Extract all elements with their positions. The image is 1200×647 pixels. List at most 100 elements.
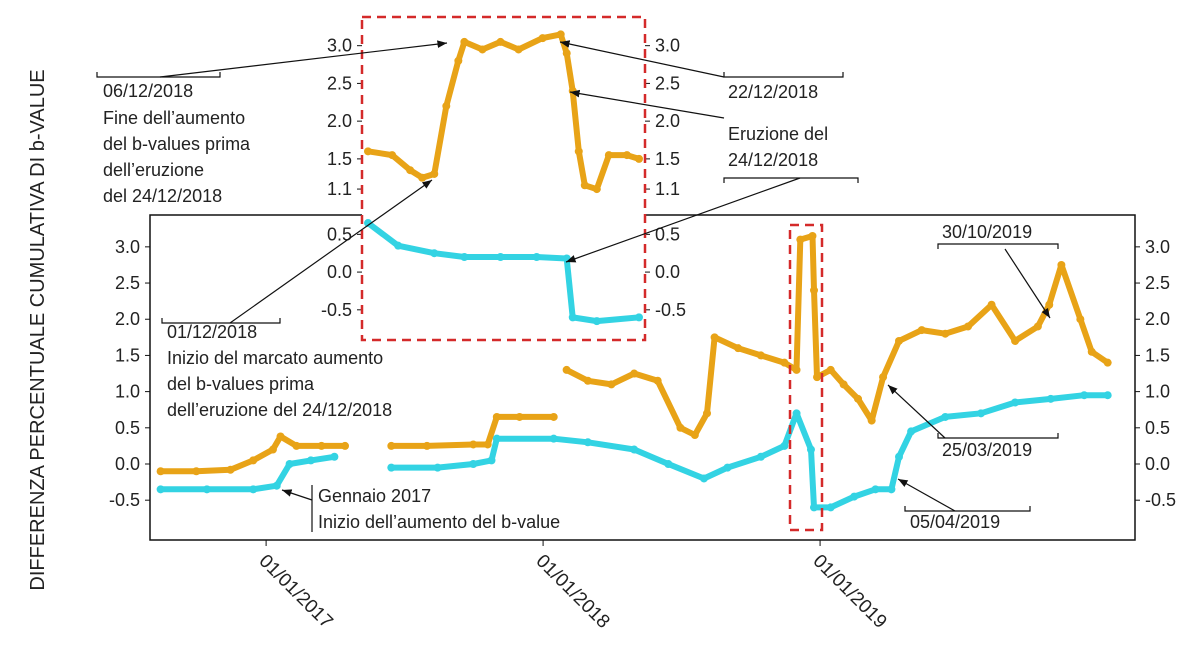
data-point	[792, 365, 801, 374]
data-point	[460, 252, 469, 261]
y-tick-label: 0.0	[655, 262, 680, 282]
data-point	[515, 412, 524, 421]
data-point	[469, 440, 478, 449]
y-tick-label: 3.0	[327, 36, 352, 56]
annotation-arrow	[559, 40, 725, 78]
highlight-box	[788, 223, 824, 532]
data-point	[496, 252, 505, 261]
data-point	[454, 56, 463, 65]
data-point	[556, 30, 565, 39]
data-point	[364, 147, 373, 156]
data-point	[156, 467, 165, 476]
annotation-bracket	[937, 433, 1059, 439]
annotation-text: 30/10/2019	[942, 222, 1032, 242]
data-point	[387, 441, 396, 450]
data-point	[583, 438, 592, 447]
data-point	[871, 485, 880, 494]
annotation-bracket	[96, 72, 221, 78]
data-point	[364, 219, 373, 228]
data-point	[418, 173, 427, 182]
y-tick-label: 0.5	[327, 224, 352, 244]
data-point	[592, 185, 601, 194]
data-point	[317, 441, 326, 450]
annotation-arrow	[887, 384, 946, 439]
annotation-arrow	[565, 177, 801, 263]
data-point	[630, 445, 639, 454]
data-point	[580, 181, 589, 190]
annotation-bracket	[723, 72, 844, 78]
data-point	[941, 329, 950, 338]
data-point	[292, 441, 301, 450]
data-point	[723, 463, 732, 472]
y-tick-label: 1.0	[1145, 382, 1170, 402]
annotation-text: del b-values prima	[167, 374, 315, 394]
highlight-box	[360, 15, 647, 342]
data-point	[894, 336, 903, 345]
data-point	[568, 313, 577, 322]
data-point	[574, 147, 583, 156]
data-point	[478, 45, 487, 54]
annotation-text: Fine dell’aumento	[103, 108, 245, 128]
data-point	[634, 313, 643, 322]
data-point	[202, 485, 211, 494]
annotation-text: Inizio dell’aumento del b-value	[318, 512, 560, 532]
y-tick-label: -0.5	[1145, 490, 1176, 510]
series-line	[365, 220, 642, 325]
data-point	[276, 432, 285, 441]
data-point	[460, 37, 469, 46]
y-tick-label: 0.5	[1145, 418, 1170, 438]
data-point	[1057, 260, 1066, 269]
data-point	[483, 440, 492, 449]
data-point	[249, 456, 258, 465]
data-point	[549, 434, 558, 443]
data-point	[907, 427, 916, 436]
data-point	[268, 445, 277, 454]
data-point	[285, 459, 294, 468]
data-point	[756, 351, 765, 360]
data-point	[496, 37, 505, 46]
data-point	[703, 409, 712, 418]
data-point	[854, 394, 863, 403]
data-point	[710, 333, 719, 342]
data-point	[810, 503, 819, 512]
data-point	[430, 249, 439, 258]
y-tick-label: 3.0	[115, 237, 140, 257]
y-tick-label: 0.0	[1145, 454, 1170, 474]
data-point	[1103, 358, 1112, 367]
data-point	[826, 365, 835, 374]
y-tick-label: -0.5	[655, 300, 686, 320]
data-point	[249, 485, 258, 494]
y-tick-label: 2.5	[115, 273, 140, 293]
data-point	[341, 441, 350, 450]
y-tick-label: 0.0	[327, 262, 352, 282]
data-point	[987, 300, 996, 309]
data-point	[1033, 322, 1042, 331]
y-tick-label: 1.5	[327, 149, 352, 169]
y-tick-label: 0.5	[655, 224, 680, 244]
data-point	[676, 423, 685, 432]
data-point	[850, 492, 859, 501]
data-point	[653, 376, 662, 385]
annotation-text: 24/12/2018	[728, 150, 818, 170]
data-point	[192, 467, 201, 476]
data-point	[964, 322, 973, 331]
data-point	[388, 151, 397, 160]
annotation-text: dell’eruzione	[103, 160, 204, 180]
data-point	[442, 102, 451, 111]
data-point	[562, 365, 571, 374]
data-point	[487, 456, 496, 465]
annotation-text: dell’eruzione del 24/12/2018	[167, 400, 392, 420]
data-point	[1087, 347, 1096, 356]
data-point	[796, 235, 805, 244]
annotation-text: del b-values prima	[103, 134, 251, 154]
data-point	[806, 445, 815, 454]
data-point	[592, 317, 601, 326]
data-point	[1103, 391, 1112, 400]
data-point	[492, 412, 501, 421]
data-point	[583, 376, 592, 385]
annotation-text: 01/12/2018	[167, 322, 257, 342]
data-point	[630, 369, 639, 378]
annotation-text: del 24/12/2018	[103, 186, 222, 206]
data-point	[810, 286, 819, 295]
